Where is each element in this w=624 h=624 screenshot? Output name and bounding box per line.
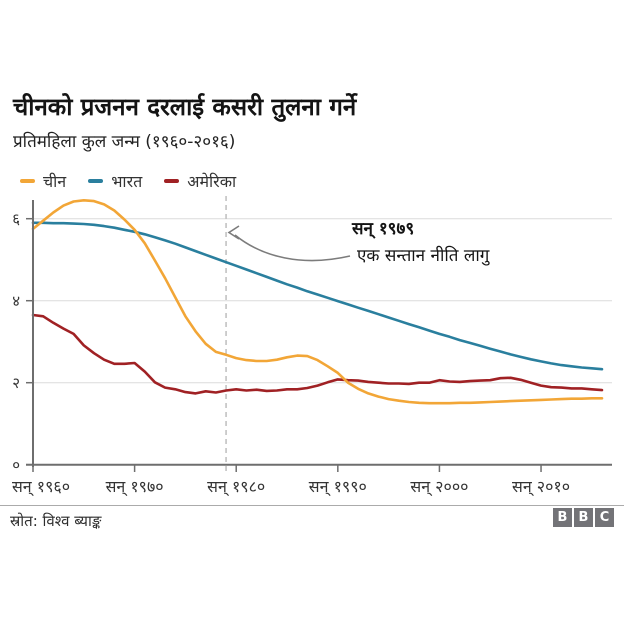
series-layer [31, 199, 604, 405]
y-tick-label: २ [12, 374, 20, 392]
annotation-arrow [234, 234, 351, 262]
x-tick-label: सन् २००० [410, 477, 468, 497]
x-tick-label: सन् १९७० [106, 477, 164, 497]
annotation-arrowhead-icon [227, 225, 240, 240]
legend-item-china: चीन [20, 170, 66, 192]
annotation-text: एक सन्तान नीति लागु [357, 245, 490, 266]
footer-divider [0, 505, 624, 506]
bbc-logo: B B C [553, 508, 614, 527]
legend-item-india: भारत [88, 170, 142, 192]
fertility-line-chart: ० २ ४ ६ सन् १९६० सन् १९७० सन् १९८० सन् १९९० सन् … [12, 196, 612, 497]
page-title: चीनको प्रजनन दरलाई कसरी तुलना गर्ने [13, 93, 357, 121]
legend-label-india: भारत [111, 172, 143, 191]
axis-layer: ० २ ४ ६ सन् १९६० सन् १९७० सन् १९८० सन् १९९० सन् … [12, 200, 612, 497]
legend: चीन भारत अमेरिका [20, 170, 236, 192]
x-tick-label: सन् १९८० [207, 477, 265, 497]
y-tick-label: ६ [12, 210, 20, 228]
series-line-0 [31, 199, 604, 405]
source-credit: स्रोत: विश्व ब्याङ्क [10, 512, 102, 530]
legend-label-china: चीन [43, 172, 67, 191]
annotation-group: सन् १९७९ एक सन्तान नीति लागु [227, 219, 490, 266]
x-tick-label: सन् २०१० [512, 477, 570, 497]
legend-label-usa: अमेरिका [187, 172, 237, 191]
bbc-logo-letter: C [595, 508, 614, 527]
bbc-logo-letter: B [574, 508, 593, 527]
india-line-swatch [88, 179, 104, 183]
y-tick-label: ० [12, 456, 20, 474]
series-line-2 [31, 313, 604, 395]
china-line-swatch [20, 179, 35, 183]
usa-line-swatch [164, 179, 180, 183]
series-line-1 [31, 221, 604, 371]
annotation-year: सन् १९७९ [351, 219, 414, 239]
y-tick-label: ४ [12, 292, 20, 310]
x-tick-label: सन् १९९० [309, 477, 367, 497]
bbc-logo-letter: B [553, 508, 572, 527]
chart-subtitle: प्रतिमहिला कुल जन्म (१९६०-२०१६) [13, 132, 236, 152]
legend-item-usa: अमेरिका [164, 170, 236, 192]
x-tick-label: सन् १९६० [12, 477, 70, 497]
